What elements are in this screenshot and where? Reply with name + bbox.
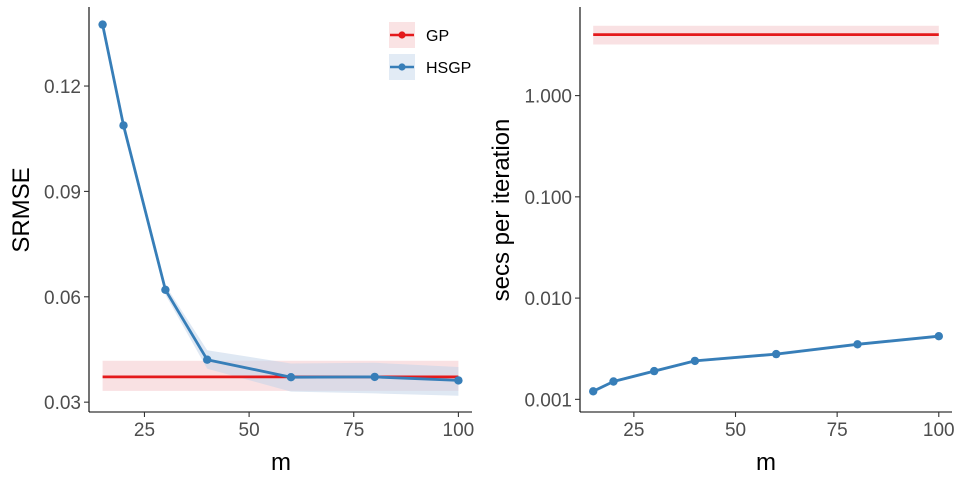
point-hsgp (119, 121, 128, 130)
point-hsgp (98, 20, 107, 29)
series-points (98, 20, 463, 385)
y-axis-title: secs per iteration (488, 119, 515, 302)
point-hsgp (370, 372, 379, 382)
legend-label-hsgp: HSGP (426, 60, 471, 77)
point-hsgp (286, 373, 296, 382)
x-tick-label: 25 (134, 420, 155, 441)
x-tick-label: 75 (827, 420, 848, 441)
y-tick-label: 0.12 (44, 77, 81, 98)
legend: GP HSGP (389, 22, 471, 80)
x-tick-label: 100 (923, 420, 955, 441)
y-tick-label: 0.010 (524, 289, 572, 310)
left-panel: 25 50 75 100 0.03 0.06 0.09 0.12 m SRMSE GP HSG… (8, 7, 474, 476)
series-lines (592, 33, 939, 393)
series-points (589, 332, 943, 396)
point-hsgp (203, 355, 212, 364)
x-tick-label: 100 (443, 420, 475, 441)
x-tick-label: 75 (343, 420, 364, 441)
axis-ticks: 25 50 75 100 0.001 0.010 0.100 1.000 (524, 87, 954, 441)
x-tick-label: 50 (239, 420, 260, 441)
x-tick-label: 50 (725, 420, 746, 441)
x-axis-title: m (271, 449, 291, 476)
point-hsgp (609, 377, 618, 386)
band-hsgp (593, 334, 939, 394)
legend-item-hsgp: HSGP (389, 54, 471, 80)
point-hsgp (853, 340, 862, 349)
point-hsgp (772, 349, 781, 359)
axis-ticks: 25 50 75 100 0.03 0.06 0.09 0.12 (44, 77, 474, 441)
y-axis-title: SRMSE (8, 167, 35, 252)
confidence-bands (593, 25, 939, 394)
y-tick-label: 0.001 (524, 390, 572, 411)
y-tick-label: 0.06 (44, 288, 81, 309)
legend-label-gp: GP (426, 28, 449, 45)
point-hsgp (161, 285, 170, 294)
legend-point-hsgp (398, 63, 406, 71)
y-tick-label: 1.000 (524, 87, 572, 108)
x-axis-title: m (756, 449, 776, 476)
point-hsgp (690, 356, 700, 366)
point-hsgp (650, 366, 659, 376)
line-hsgp (592, 334, 939, 393)
point-hsgp (454, 376, 463, 385)
y-tick-label: 0.03 (44, 393, 81, 414)
y-tick-label: 0.09 (44, 182, 81, 203)
point-hsgp (589, 387, 598, 396)
legend-item-gp: GP (389, 22, 449, 48)
y-tick-label: 0.100 (524, 188, 572, 209)
right-panel: 25 50 75 100 0.001 0.010 0.100 1.000 m secs per… (488, 7, 955, 476)
x-tick-label: 25 (623, 420, 644, 441)
legend-point-gp (398, 31, 406, 39)
point-hsgp (934, 332, 943, 341)
